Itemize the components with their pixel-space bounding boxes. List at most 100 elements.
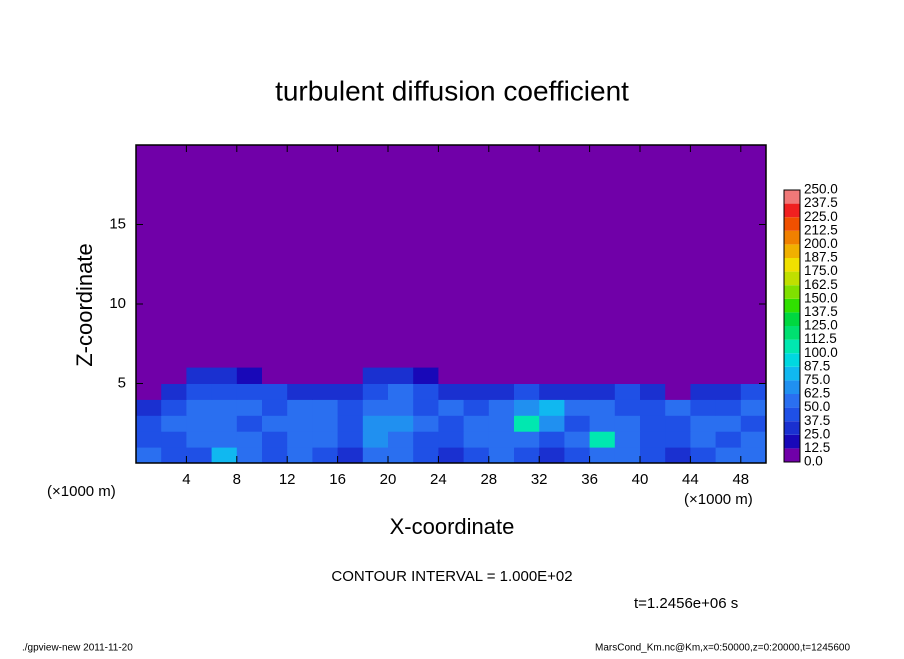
colorbar-swatch: [784, 366, 800, 381]
cell: [388, 399, 414, 416]
colorbar-label: 0.0: [804, 454, 823, 469]
cell: [514, 431, 540, 448]
cell: [236, 447, 263, 464]
colorbar-swatch: [784, 217, 800, 231]
x-unit: (×1000 m): [684, 491, 753, 508]
colorbar-swatch: [784, 230, 800, 245]
cell: [539, 399, 565, 416]
cell: [690, 415, 717, 432]
cell: [589, 367, 616, 384]
colorbar-label: 137.5: [804, 304, 838, 319]
cell: [715, 431, 742, 448]
cell: [438, 367, 465, 384]
cell: [614, 431, 641, 448]
cell: [463, 431, 490, 448]
cell: [186, 367, 213, 384]
colorbar-swatch: [784, 448, 800, 462]
cell: [211, 415, 238, 432]
cell: [564, 399, 591, 416]
cell: [665, 383, 691, 400]
colorbar-label: 212.5: [804, 222, 838, 237]
cell: [312, 447, 339, 464]
cell: [488, 415, 515, 432]
cell: [740, 415, 767, 432]
cell: [614, 367, 641, 384]
cell: [665, 367, 691, 384]
colorbar-label: 175.0: [804, 263, 838, 278]
x-tick-label: 24: [430, 471, 447, 488]
cell: [312, 415, 339, 432]
cell: [136, 431, 162, 448]
y-axis-label: Z-coordinate: [72, 243, 97, 367]
cell: [564, 431, 591, 448]
cell: [740, 447, 767, 464]
cell: [337, 415, 364, 432]
y-tick-label: 5: [118, 374, 126, 391]
cell: [236, 431, 263, 448]
cell: [463, 415, 490, 432]
cell: [438, 447, 465, 464]
cell: [287, 415, 313, 432]
cell: [715, 383, 742, 400]
cell: [463, 399, 490, 416]
contour-note: CONTOUR INTERVAL = 1.000E+02: [331, 568, 572, 585]
cell: [463, 447, 490, 464]
cell: [186, 383, 213, 400]
cell: [539, 383, 565, 400]
cell: [463, 367, 490, 384]
cell: [287, 383, 313, 400]
cell: [438, 431, 465, 448]
colorbar-swatch: [784, 421, 800, 435]
cell: [136, 447, 162, 464]
cell: [262, 447, 288, 464]
cell: [186, 431, 213, 448]
colorbar-label: 162.5: [804, 277, 838, 292]
cell: [640, 431, 666, 448]
colorbar-frame: [783, 189, 801, 463]
cell: [413, 367, 439, 384]
colorbar-label: 200.0: [804, 236, 838, 251]
cell: [690, 447, 717, 464]
y-unit: (×1000 m): [47, 483, 116, 500]
cell: [564, 383, 591, 400]
cell: [236, 399, 263, 416]
cell: [438, 383, 465, 400]
chart-title: turbulent diffusion coefficient: [275, 75, 629, 106]
cell: [740, 383, 767, 400]
cell: [488, 447, 515, 464]
cell: [539, 367, 565, 384]
cell: [388, 367, 414, 384]
x-tick-label: 36: [581, 471, 598, 488]
cell: [211, 383, 238, 400]
cell: [665, 447, 691, 464]
cell: [413, 431, 439, 448]
cell: [690, 431, 717, 448]
colorbar-label: 25.0: [804, 426, 830, 441]
x-tick-label: 16: [329, 471, 346, 488]
cell: [589, 431, 616, 448]
cell: [262, 367, 288, 384]
cell: [539, 431, 565, 448]
cell: [287, 367, 313, 384]
cell: [614, 399, 641, 416]
colorbar-swatch: [784, 271, 800, 286]
cell: [740, 399, 767, 416]
colorbar-swatch: [784, 353, 800, 367]
cell: [186, 399, 213, 416]
cell: [640, 367, 666, 384]
colorbar-label: 112.5: [804, 331, 837, 346]
x-tick-label: 32: [531, 471, 548, 488]
cell: [665, 431, 691, 448]
x-tick-label: 44: [682, 471, 699, 488]
cell: [740, 431, 767, 448]
time-label: t=1.2456e+06 s: [634, 595, 738, 612]
y-tick-label: 15: [109, 215, 126, 232]
colorbar-label: 62.5: [804, 386, 830, 401]
x-axis-label: X-coordinate: [390, 514, 515, 539]
cell: [362, 447, 389, 464]
colorbar-swatch: [784, 298, 800, 313]
colorbar-label: 125.0: [804, 318, 838, 333]
cell: [388, 431, 414, 448]
cell: [136, 383, 162, 400]
colorbar-swatch: [784, 339, 800, 354]
